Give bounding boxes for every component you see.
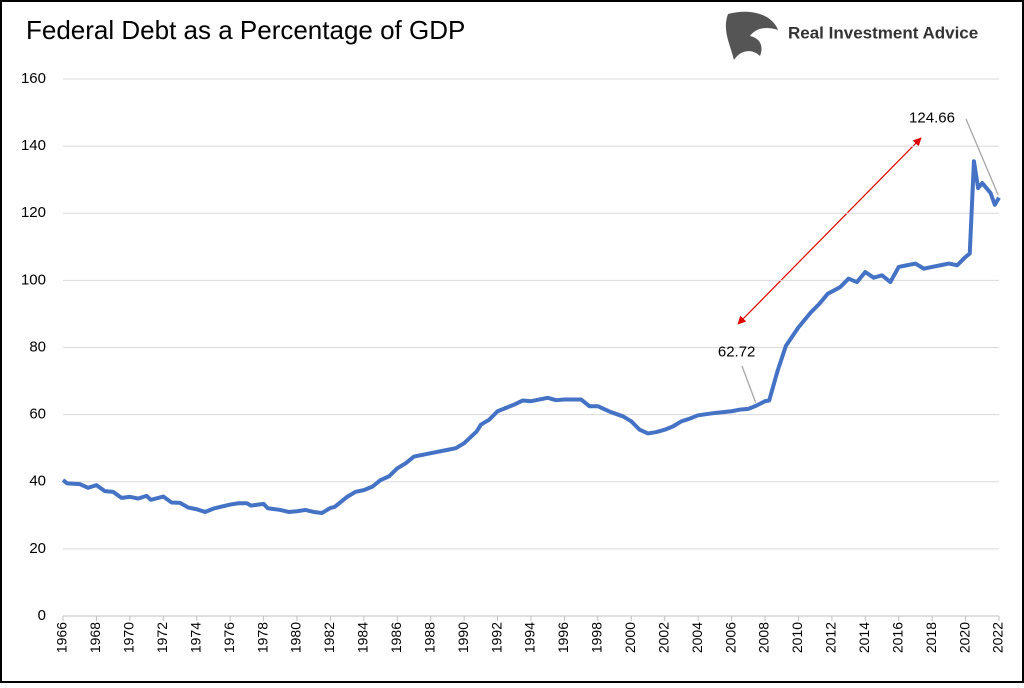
x-tick-label: 1978 <box>254 622 270 653</box>
x-tick-label: 2004 <box>689 622 705 653</box>
x-tick-label: 1976 <box>221 622 237 653</box>
x-tick-label: 2018 <box>923 622 939 653</box>
x-tick-label: 1988 <box>421 622 437 653</box>
x-tick-label: 1984 <box>355 622 371 653</box>
x-tick-label: 1982 <box>321 622 337 653</box>
x-tick-label: 1968 <box>87 622 103 653</box>
annotation: 124.66 <box>909 110 955 127</box>
line <box>61 159 1001 515</box>
logo: Real Investment Advice <box>725 11 978 60</box>
leader-line <box>741 365 757 403</box>
x-tick-label: 2014 <box>856 622 872 653</box>
x-tick-label: 2002 <box>655 622 671 653</box>
x-tick-label: 2008 <box>756 622 772 653</box>
x-tick-label: 1972 <box>154 622 170 653</box>
x-tick-label: 1992 <box>488 622 504 653</box>
x-tick-label: 1986 <box>388 622 404 653</box>
x-tick-label: 2016 <box>889 622 905 653</box>
x-tick-label: 2022 <box>990 622 1006 653</box>
y-tick-label: 120 <box>21 204 46 221</box>
annotation: 62.72 <box>718 343 756 360</box>
y-tick-label: 80 <box>29 338 46 355</box>
y-tick-label: 60 <box>29 406 46 423</box>
x-tick-label: 2000 <box>622 622 638 653</box>
x-tick-label: 1998 <box>589 622 605 653</box>
x-tick-label: 1966 <box>54 622 70 653</box>
leader-line <box>965 118 999 195</box>
x-tick-label: 1990 <box>455 622 471 653</box>
x-tick-label: 2020 <box>956 622 972 653</box>
y-tick-label: 20 <box>29 540 46 557</box>
y-tick-label: 140 <box>21 137 46 154</box>
x-tick-label: 1980 <box>288 622 304 653</box>
x-tick-label: 1970 <box>121 622 137 653</box>
chart-title: Federal Debt as a Percentage of GDP <box>26 15 465 45</box>
x-tick-label: 2010 <box>789 622 805 653</box>
x-tick-label: 1994 <box>522 622 538 653</box>
source-label: Real Investment Advice <box>788 23 978 42</box>
x-tick-label: 2012 <box>823 622 839 653</box>
y-tick-label: 0 <box>38 607 46 624</box>
y-tick-label: 40 <box>29 473 46 490</box>
x-tick-label: 2006 <box>722 622 738 653</box>
arrow <box>737 137 922 325</box>
x-tick-label: 1974 <box>187 622 203 653</box>
y-tick-label: 100 <box>21 271 46 288</box>
x-tick-label: 1996 <box>555 622 571 653</box>
y-tick-label: 160 <box>21 70 46 87</box>
